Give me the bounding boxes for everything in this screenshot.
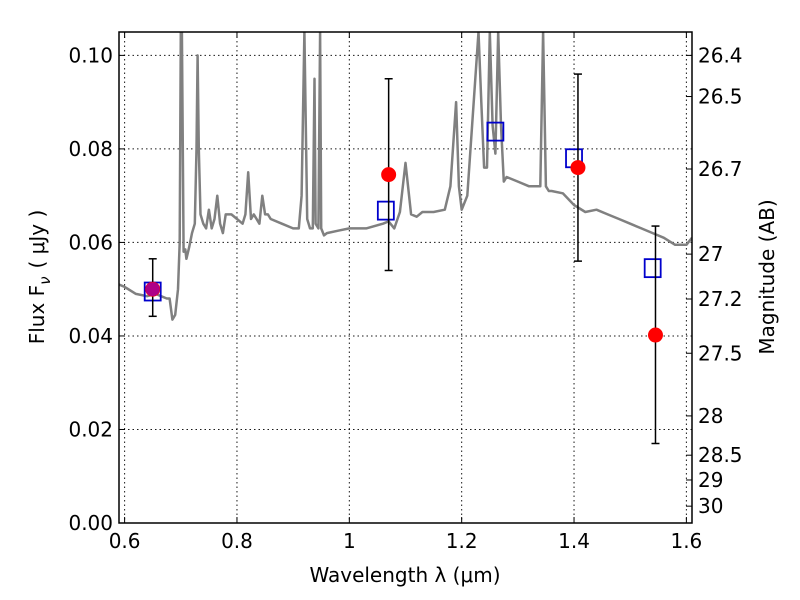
y-axis-title-unit: ( μJy ) <box>25 210 49 269</box>
y-axis-title: Flux Fν ( μJy ) <box>25 210 54 345</box>
x-tick-label: 1.6 <box>670 529 702 553</box>
overlap-point <box>145 282 160 297</box>
y2-tick-label: 26.5 <box>698 85 743 109</box>
y-tick-label: 0.06 <box>68 230 113 254</box>
model-photometry-point <box>643 258 662 279</box>
y2-tick-label: 26.4 <box>698 43 743 67</box>
x-tick-label: 0.6 <box>109 529 141 553</box>
plot-markers <box>143 73 663 445</box>
axes: 0.6 0.8 1 1.2 1.4 1.6 0.00 0.02 0.04 0.06 0.08 0.10… <box>68 32 743 553</box>
y2-tick-label: 29 <box>698 468 723 492</box>
y-tick-label: 0.02 <box>68 417 113 441</box>
y-tick-label: 0.08 <box>68 137 113 161</box>
y2-tick-label: 27.5 <box>698 341 743 365</box>
y2-tick-label: 26.7 <box>698 157 743 181</box>
x-tick-label: 1.4 <box>558 529 590 553</box>
y-tick-label: 0.00 <box>68 511 113 535</box>
plot-data <box>119 32 692 321</box>
x-tick-label: 0.8 <box>221 529 253 553</box>
y2-tick-label: 28 <box>698 404 723 428</box>
x-axis-title: Wavelength λ (μm) <box>309 563 500 587</box>
y2-tick-label: 27 <box>698 242 723 266</box>
model-photometry-point <box>486 121 505 142</box>
model-spectrum-line <box>119 32 692 321</box>
x-tick-label: 1.2 <box>446 529 478 553</box>
y2-tick-label: 27.2 <box>698 287 743 311</box>
plot-background <box>119 32 692 523</box>
y-axis-title-subscript: ν <box>36 276 54 284</box>
y2-tick-label: 28.5 <box>698 443 743 467</box>
y-tick-label: 0.04 <box>68 324 113 348</box>
y-tick-label: 0.10 <box>68 43 113 67</box>
observed-flux-point <box>647 327 663 343</box>
y-axis-title-main: Flux F <box>25 285 49 344</box>
observed-flux-point <box>570 160 586 176</box>
y2-axis-title: Magnitude (AB) <box>755 199 779 354</box>
plot-frame <box>118 31 693 524</box>
model-photometry-point <box>376 200 395 221</box>
observed-flux-point <box>381 167 397 183</box>
y2-tick-label: 30 <box>698 494 723 518</box>
x-tick-label: 1 <box>343 529 356 553</box>
